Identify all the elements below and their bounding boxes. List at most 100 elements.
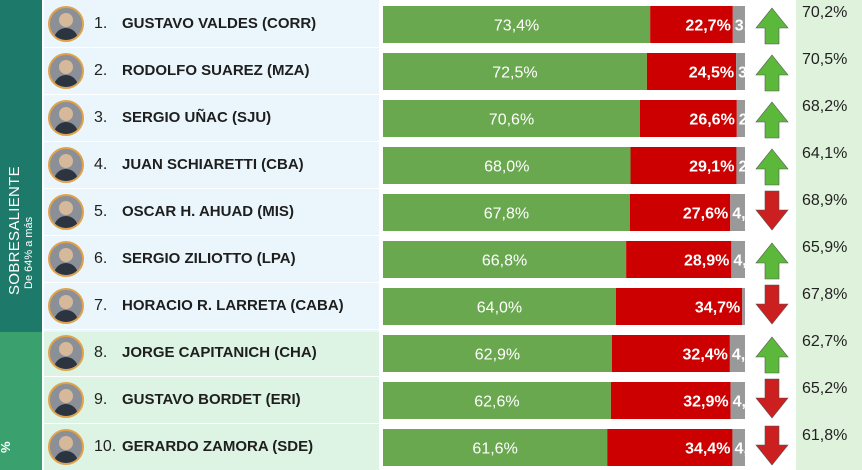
rank-label: 3.: [94, 108, 108, 126]
bar-segment-2: [607, 429, 733, 466]
bar-segment-1: [383, 6, 651, 43]
bar-segment-1: [383, 147, 631, 184]
bar-segment-2: [650, 6, 733, 43]
row-divider: [44, 188, 379, 189]
bar-value-label: 4,0: [734, 441, 756, 458]
rank-label: 9.: [94, 390, 108, 408]
previous-value: 65,2%: [802, 379, 848, 397]
bar-segment-3: [736, 147, 745, 184]
row-divider: [44, 141, 379, 142]
row-divider: [44, 94, 379, 95]
avatar: [48, 240, 84, 277]
bar-value-label: 32,4%: [683, 347, 728, 364]
category-band-sobresaliente: SOBRESALIENTE De 64% a más: [0, 0, 42, 332]
arrow-up-icon: [755, 242, 789, 280]
previous-value: 68,2%: [802, 97, 848, 115]
bar-segment-1: [383, 429, 608, 466]
avatar: [48, 381, 84, 418]
governor-name: JUAN SCHIARETTI (CBA): [122, 155, 304, 173]
previous-value-band: [796, 0, 862, 470]
avatar: [48, 146, 84, 183]
governor-name: HORACIO R. LARRETA (CABA): [122, 296, 344, 314]
avatar: [48, 52, 84, 89]
bar-segment-1: [383, 288, 616, 325]
bar-segment-3: [729, 335, 745, 372]
bar-segment-3: [732, 429, 745, 466]
row-divider: [44, 376, 379, 377]
governor-name: SERGIO UÑAC (SJU): [122, 108, 272, 126]
bar-segment-1: [383, 194, 630, 231]
bar-value-label: 28,9%: [684, 253, 729, 270]
bar-value-label: 24,5%: [689, 65, 734, 82]
avatar: [48, 5, 84, 42]
bar-segment-3: [730, 382, 745, 419]
governor-name: GUSTAVO VALDES (CORR): [122, 14, 317, 32]
bar-segment-1: [383, 100, 640, 137]
governor-name: RODOLFO SUAREZ (MZA): [122, 61, 310, 79]
arrow-up-icon: [755, 336, 789, 374]
arrow-down-icon: [755, 378, 789, 419]
bar-value-label: 26,6%: [689, 112, 734, 129]
avatar: [48, 428, 84, 465]
bar-segment-1: [383, 382, 611, 419]
row-divider: [44, 329, 379, 330]
rank-label: 5.: [94, 202, 108, 220]
avatar: [48, 334, 84, 371]
governor-name: GUSTAVO BORDET (ERI): [122, 390, 301, 408]
bar-value-label: 4,5: [733, 394, 755, 411]
bar-value-label: 34,4%: [685, 441, 730, 458]
rank-label: 6.: [94, 249, 108, 267]
bar-value-label: 32,9%: [683, 394, 728, 411]
bar-value-label: 73,4%: [494, 18, 539, 35]
rank-label: 4.: [94, 155, 108, 173]
bar-value-label: 2,8: [739, 112, 761, 129]
bar-segment-3: [732, 6, 745, 43]
bar-value-label: 3,9: [735, 18, 757, 35]
bar-value-label: 29,1%: [689, 159, 734, 176]
rank-label: 1.: [94, 14, 108, 32]
bar-value-label: 68,0%: [484, 159, 529, 176]
bar-value-label: 62,9%: [475, 347, 520, 364]
bar-segment-3: [730, 194, 745, 231]
bar-value-label: 67,8%: [484, 206, 529, 223]
governor-name: SERGIO ZILIOTTO (LPA): [122, 249, 296, 267]
bar-value-label: 4,7: [732, 347, 754, 364]
arrow-down-icon: [755, 425, 789, 466]
previous-value: 64,1%: [802, 144, 848, 162]
bar-value-label: 4,6: [732, 206, 754, 223]
bar-segment-3: [736, 100, 745, 137]
arrow-up-icon: [755, 101, 789, 139]
row-divider: [44, 235, 379, 236]
previous-value: 67,8%: [802, 285, 848, 303]
bar-value-label: 64,0%: [477, 300, 522, 317]
bar-segment-2: [646, 53, 737, 90]
bar-segment-1: [383, 53, 647, 90]
previous-value: 70,2%: [802, 3, 848, 21]
arrow-down-icon: [755, 190, 789, 231]
bar-value-label: 27,6%: [683, 206, 728, 223]
previous-value: 68,9%: [802, 191, 848, 209]
arrow-up-icon: [755, 54, 789, 92]
row-divider: [44, 282, 379, 283]
rank-label: 10.: [94, 437, 117, 455]
row-divider: [44, 47, 379, 48]
arrow-up-icon: [755, 148, 789, 186]
governor-name: OSCAR H. AHUAD (MIS): [122, 202, 294, 220]
bar-segment-1: [383, 241, 627, 278]
bar-value-label: 62,6%: [474, 394, 519, 411]
avatar: [48, 193, 84, 230]
category-band-second: %: [0, 332, 42, 470]
arrow-up-icon: [755, 7, 789, 45]
arrow-down-icon: [755, 284, 789, 325]
bar-value-label: 72,5%: [492, 65, 537, 82]
previous-value: 62,7%: [802, 332, 848, 350]
bar-segment-3: [731, 241, 745, 278]
bar-value-label: 4,3: [733, 253, 755, 270]
previous-value: 65,9%: [802, 238, 848, 256]
bar-value-label: 70,6%: [489, 112, 534, 129]
bar-segment-2: [630, 147, 737, 184]
bar-value-label: 34,7%: [695, 300, 740, 317]
bar-segment-2: [615, 288, 743, 325]
bar-segment-2: [626, 241, 732, 278]
